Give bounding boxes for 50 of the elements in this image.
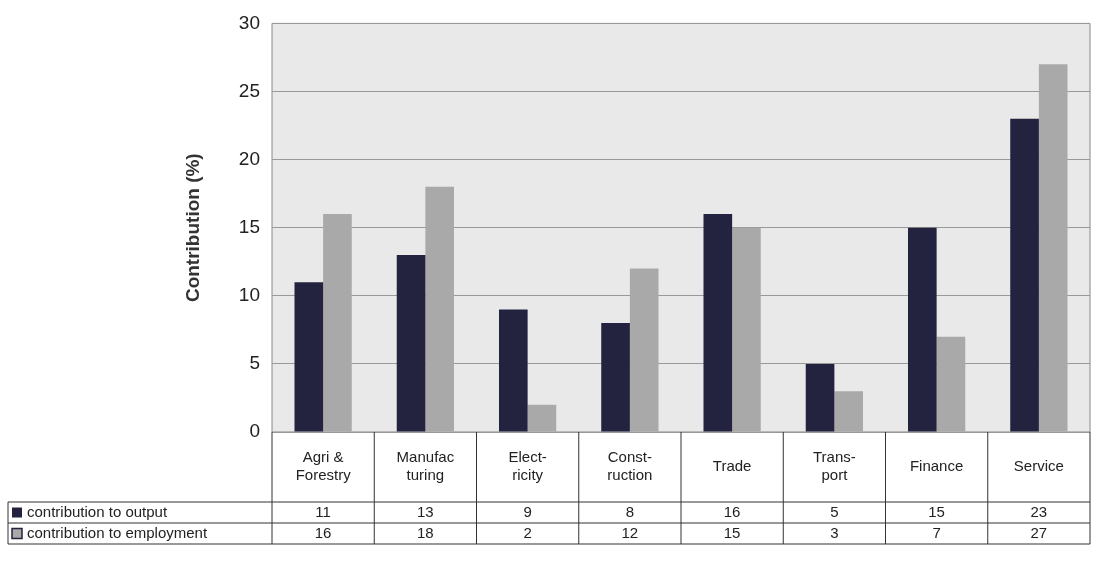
data-label: 2 <box>523 523 532 541</box>
bar <box>834 391 864 432</box>
x-tick-label: Const- ruction <box>607 448 653 484</box>
y-tick-label: 15 <box>238 215 260 237</box>
bar <box>601 323 630 432</box>
data-label: 9 <box>523 502 532 520</box>
bar <box>908 227 937 432</box>
data-label: 27 <box>1030 523 1048 541</box>
bar <box>294 282 324 432</box>
x-tick-label: Trans- port <box>812 448 856 484</box>
y-tick-label: 0 <box>249 420 260 442</box>
y-axis-title: Contribution (%) <box>181 153 203 303</box>
bar <box>396 254 426 432</box>
data-label: 7 <box>932 523 941 541</box>
data-label: 12 <box>621 523 639 541</box>
bar <box>732 227 761 432</box>
legend-label: contribution to output <box>27 502 168 520</box>
bar <box>425 186 455 432</box>
y-tick-label: 5 <box>249 352 260 374</box>
bar <box>527 404 557 432</box>
bar <box>1010 118 1039 432</box>
data-label: 15 <box>723 523 741 541</box>
data-label: 16 <box>314 523 332 541</box>
data-label: 13 <box>417 502 434 520</box>
x-tick-label: Trade <box>712 457 752 475</box>
legend-label: contribution to employment <box>27 523 208 541</box>
bar <box>703 214 733 432</box>
x-tick-label: Agri & Forestry <box>295 448 352 484</box>
bar <box>499 309 528 432</box>
data-label: 16 <box>723 502 741 520</box>
data-label: 15 <box>928 502 945 520</box>
y-tick-label: 20 <box>238 147 260 169</box>
data-label: 18 <box>417 523 434 541</box>
y-tick-label: 30 <box>238 11 260 33</box>
bar <box>936 336 966 432</box>
x-tick-label: Finance <box>909 457 964 475</box>
bar <box>805 363 835 432</box>
y-tick-label: 25 <box>238 79 260 101</box>
data-label: 5 <box>830 502 839 520</box>
x-tick-label: Manufac turing <box>396 448 455 484</box>
data-label: 3 <box>830 523 839 541</box>
data-label: 8 <box>625 502 635 520</box>
y-tick-label: 10 <box>238 284 260 306</box>
data-label: 11 <box>315 502 331 520</box>
bar <box>323 214 352 432</box>
bar <box>1038 64 1068 432</box>
data-label: 23 <box>1030 502 1048 520</box>
bar <box>629 268 659 432</box>
x-tick-label: Elect- ricity <box>508 448 547 484</box>
x-tick-label: Service <box>1013 457 1064 475</box>
